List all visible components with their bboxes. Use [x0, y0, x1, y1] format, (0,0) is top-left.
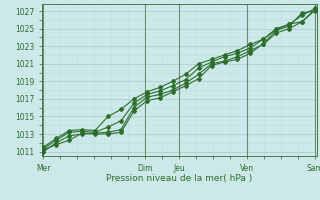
X-axis label: Pression niveau de la mer( hPa ): Pression niveau de la mer( hPa ) — [106, 174, 252, 183]
